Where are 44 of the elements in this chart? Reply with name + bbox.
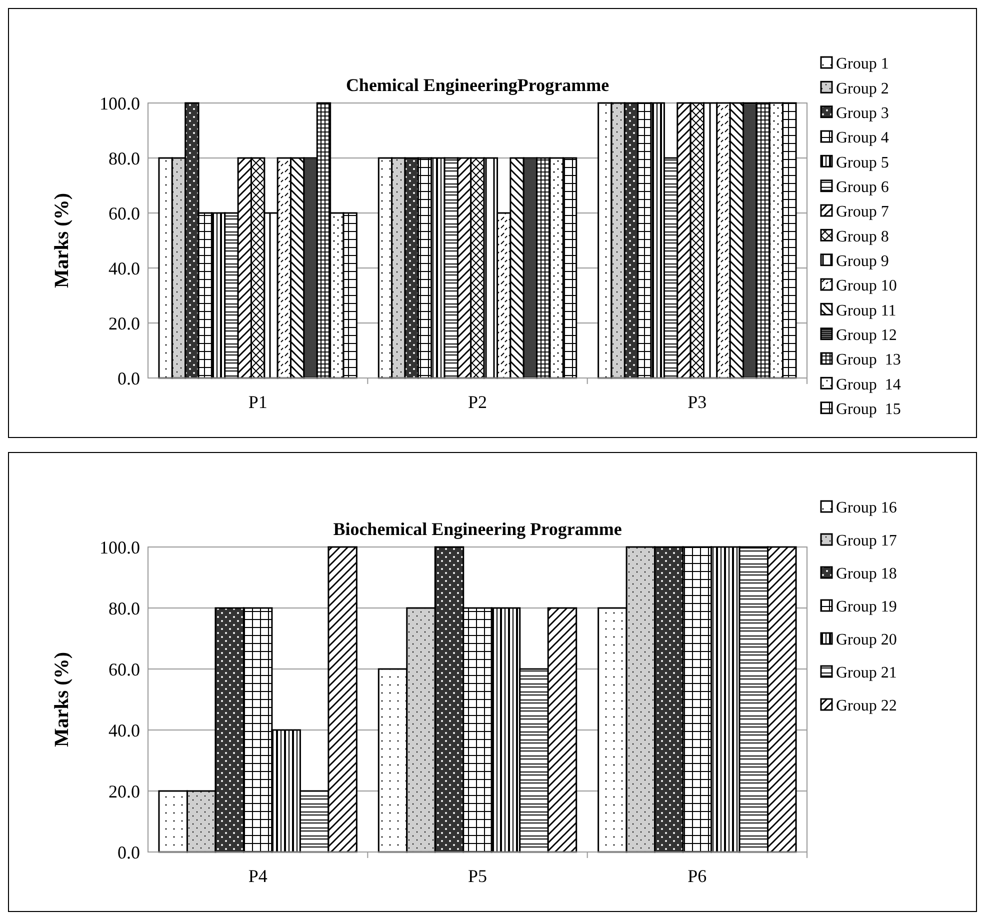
legend-label: Group 11: [836, 302, 896, 320]
legend-label: Group 6: [836, 178, 889, 196]
legend-label: Group 15: [836, 400, 901, 418]
legend-label: Group 4: [836, 130, 889, 147]
x-tick-label: P6: [688, 866, 707, 886]
y-tick-label: 0.0: [118, 368, 140, 388]
y-tick-label: 40.0: [108, 258, 140, 278]
x-tick-label: P1: [248, 392, 268, 412]
y-tick-label: 100.0: [100, 537, 140, 558]
legend-label: Group 19: [836, 598, 897, 616]
x-tick-label: P5: [468, 866, 488, 886]
legend-label: Group 21: [836, 664, 897, 682]
legend-label: Group 5: [836, 154, 889, 172]
y-tick-label: 20.0: [108, 313, 140, 334]
legend-label: Group 13: [836, 352, 901, 369]
legend-label: Group 20: [836, 632, 897, 649]
x-tick-label: P4: [248, 866, 268, 886]
y-tick-label: 20.0: [108, 781, 140, 802]
y-tick-label: 100.0: [100, 93, 140, 114]
y-axis-title: Marks (%): [51, 652, 73, 747]
y-tick-label: 80.0: [108, 598, 140, 618]
legend-label: Group 18: [836, 566, 897, 583]
x-tick-label: P2: [468, 392, 488, 412]
y-axis-title: Marks (%): [51, 193, 73, 288]
chart-title: Biochemical Engineering Programme: [333, 519, 622, 539]
legend-label: Group 2: [836, 80, 889, 98]
legend-label: Group 7: [836, 204, 889, 221]
legend-label: Group 10: [836, 278, 897, 295]
y-tick-label: 60.0: [108, 659, 140, 680]
y-tick-label: 60.0: [108, 203, 140, 224]
legend-label: Group 3: [836, 104, 889, 122]
legend-label: Group 12: [836, 326, 897, 344]
legend-label: Group 8: [836, 228, 889, 246]
legend-label: Group 22: [836, 698, 897, 715]
legend-label: Group 17: [836, 532, 897, 550]
y-tick-label: 0.0: [118, 842, 140, 862]
legend-label: Group 16: [836, 500, 897, 517]
legend-label: Group 14: [836, 376, 901, 394]
legend-label: Group 1: [836, 56, 889, 73]
x-tick-label: P3: [688, 392, 707, 412]
legend-label: Group 9: [836, 252, 889, 270]
y-tick-label: 80.0: [108, 148, 140, 168]
y-tick-label: 40.0: [108, 720, 140, 740]
chart-title: Chemical EngineeringProgramme: [346, 75, 610, 95]
